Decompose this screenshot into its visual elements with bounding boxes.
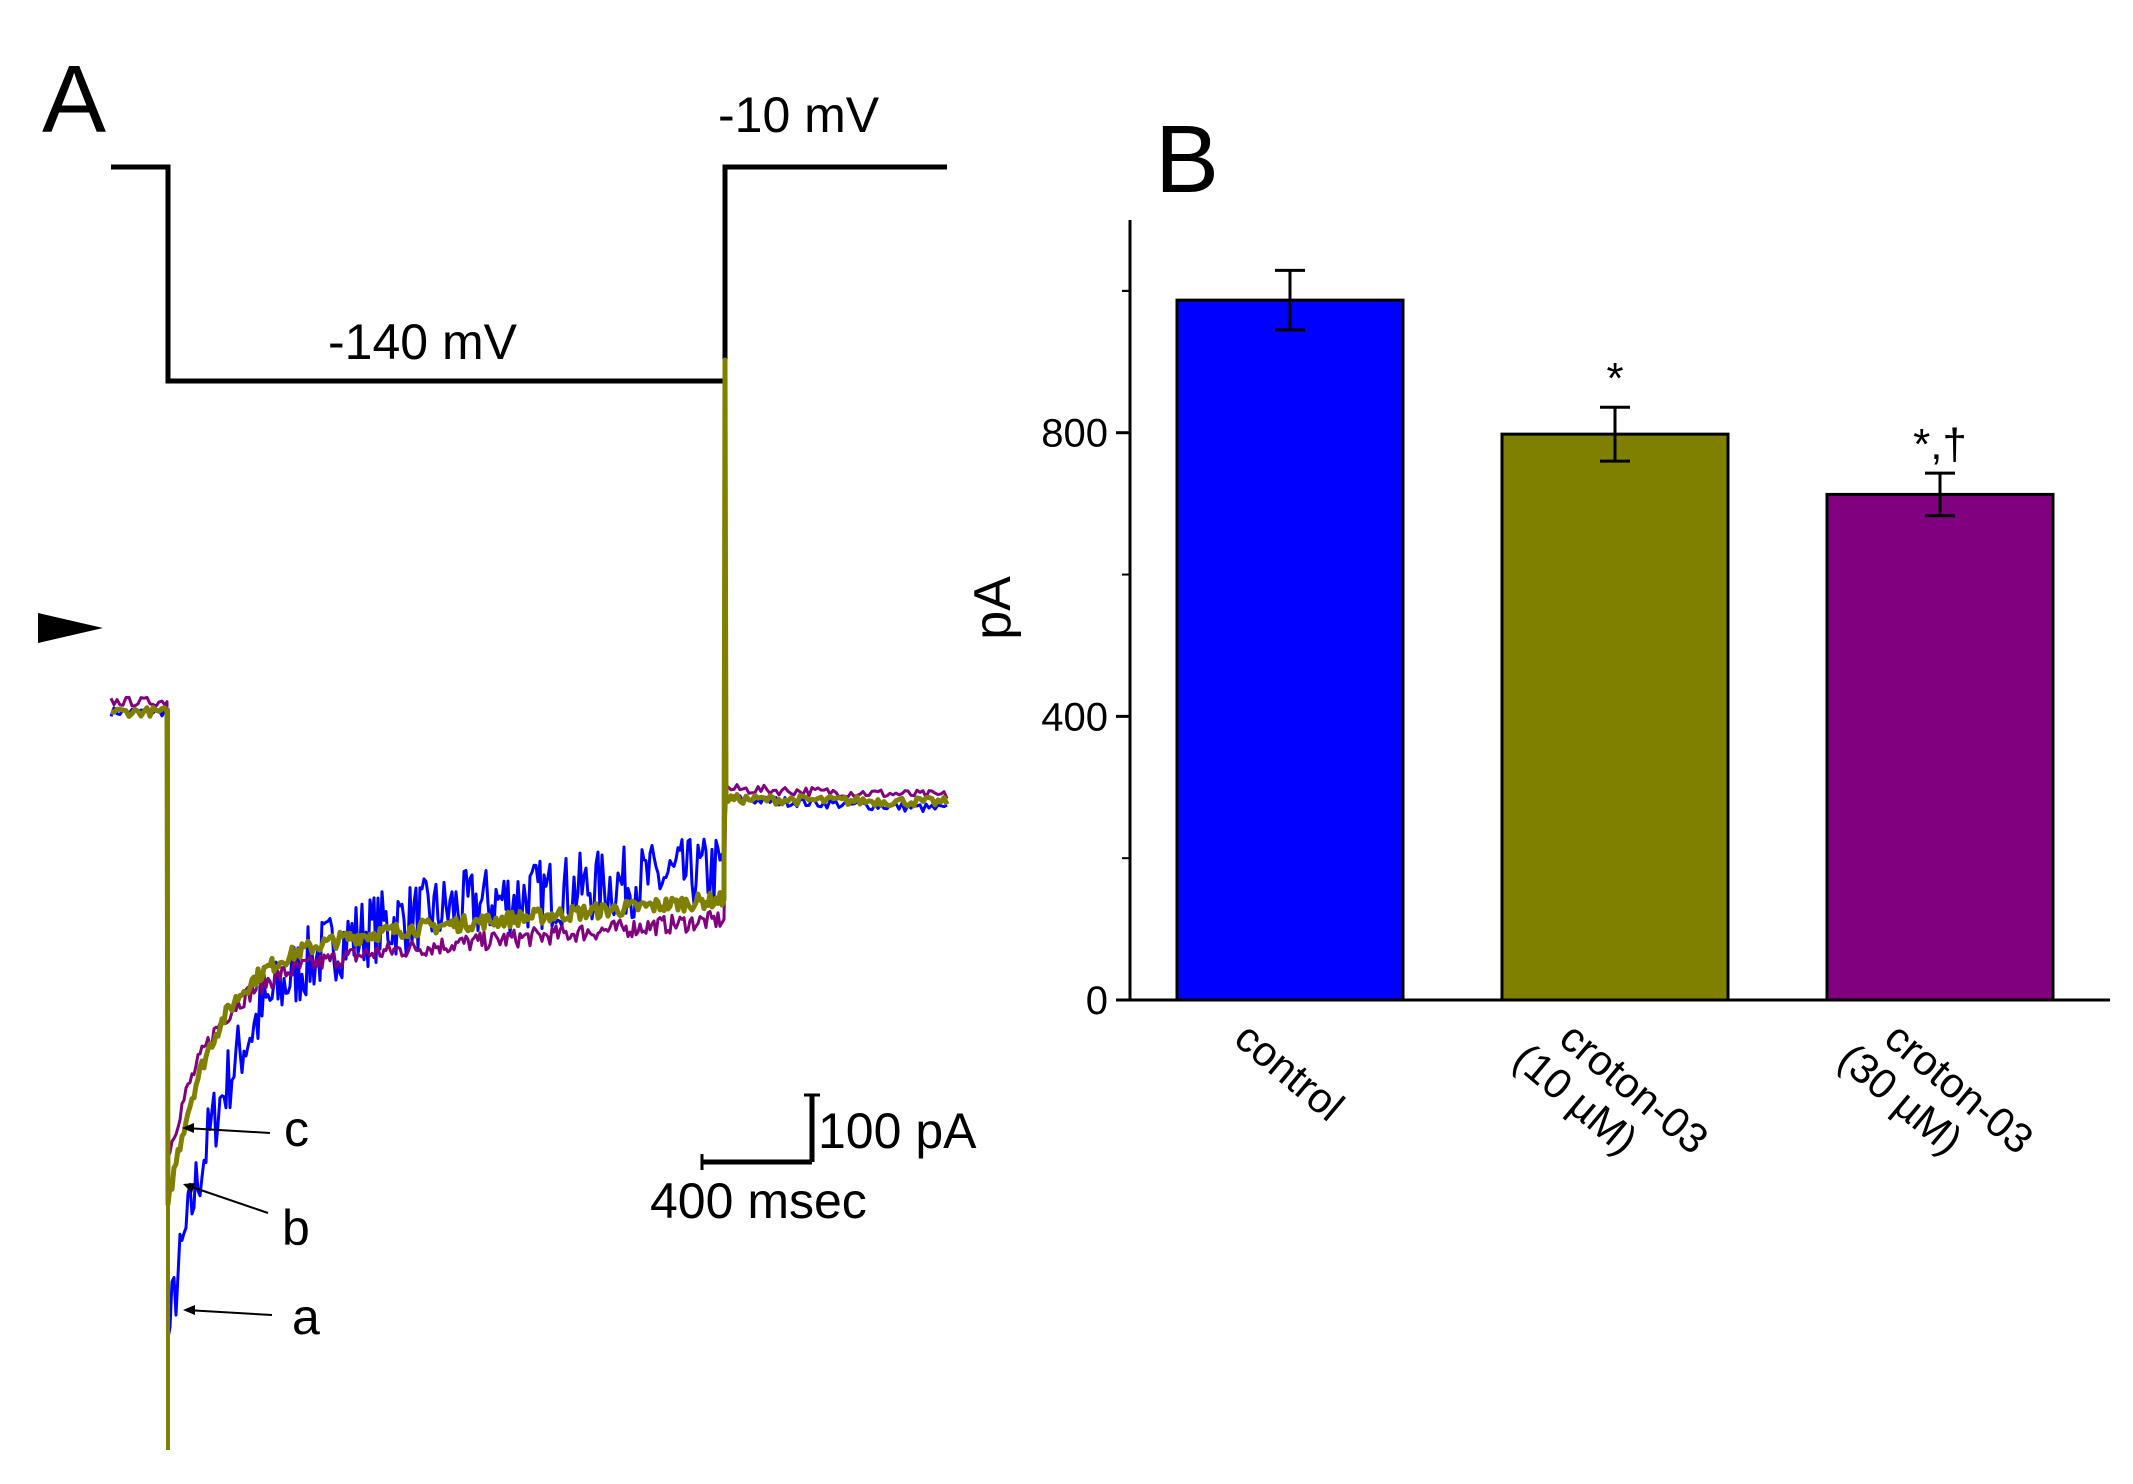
current-trace-b bbox=[110, 357, 950, 1207]
trace-a-leader-arrow bbox=[183, 1305, 195, 1315]
trace-label-b: b bbox=[282, 1200, 310, 1256]
bar-2 bbox=[1825, 492, 2055, 1002]
zero-current-arrowhead bbox=[38, 613, 103, 643]
panel-a: A -10 mV -140 mV c b a 100 pA 400 msec bbox=[38, 46, 977, 1450]
step-potential-label: -140 mV bbox=[328, 314, 518, 370]
category-label-1: croton-03(10 µM) bbox=[1505, 999, 1718, 1198]
y-tick-label-400: 400 bbox=[1041, 695, 1108, 739]
scale-bar: 100 pA 400 msec bbox=[650, 1093, 977, 1229]
trace-c-leader-arrow bbox=[182, 1123, 194, 1133]
trace-b-leader bbox=[185, 1184, 269, 1214]
bar-1 bbox=[1500, 432, 1730, 1002]
bar-0 bbox=[1175, 298, 1405, 1002]
trace-a-leader bbox=[185, 1309, 273, 1316]
bar-chart: 0 400 800 pA control * croton-03(10 µM) *,† crot… bbox=[964, 220, 2110, 1198]
panel-b-letter: B bbox=[1155, 106, 1219, 213]
current-traces bbox=[109, 357, 950, 1450]
trace-label-a: a bbox=[292, 1289, 320, 1345]
y-axis-title: pA bbox=[964, 576, 1022, 640]
significance-mark-1: * bbox=[1606, 354, 1623, 403]
category-label-line1-0: control bbox=[1226, 1013, 1353, 1130]
y-tick-label-0: 0 bbox=[1086, 979, 1108, 1023]
category-label-2: croton-03(30 µM) bbox=[1830, 999, 2043, 1198]
panel-b: B 0 400 800 pA control * croton-03(10 µM) *,† cr… bbox=[964, 106, 2110, 1198]
trace-b-leader-arrow bbox=[183, 1183, 195, 1193]
significance-mark-2: *,† bbox=[1913, 420, 1967, 469]
trace-label-c: c bbox=[284, 1101, 309, 1157]
voltage-protocol-line bbox=[111, 164, 947, 384]
y-tick-label-800: 800 bbox=[1041, 412, 1108, 456]
current-trace-a bbox=[109, 706, 948, 1340]
holding-potential-label: -10 mV bbox=[718, 87, 880, 143]
scale-bar-current-label: 100 pA bbox=[818, 1103, 977, 1159]
scale-bar-time-label: 400 msec bbox=[650, 1173, 867, 1229]
trace-c-leader bbox=[184, 1127, 271, 1134]
panel-a-letter: A bbox=[42, 46, 106, 153]
category-label-0: control bbox=[1226, 1013, 1353, 1130]
